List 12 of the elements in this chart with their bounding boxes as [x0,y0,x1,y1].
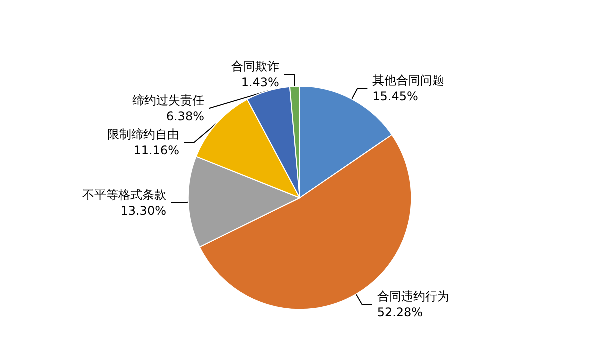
data-label: 6.38% [166,110,204,124]
data-label: 13.30% [120,204,166,218]
data-label: 15.45% [372,90,418,104]
data-label: 1.43% [241,76,280,90]
slice-label: 限制缔约自由 [107,128,180,142]
slice-label: 不平等格式条款 [82,188,166,202]
slice-label: 合同欺诈 [231,60,280,74]
data-label: 11.16% [134,144,180,158]
slice-label: 缔约过失责任 [132,94,204,108]
data-label: 52.28% [377,306,424,320]
slice-label: 合同违约行为 [377,290,450,304]
slice-label: 其他合同问题 [372,74,445,88]
